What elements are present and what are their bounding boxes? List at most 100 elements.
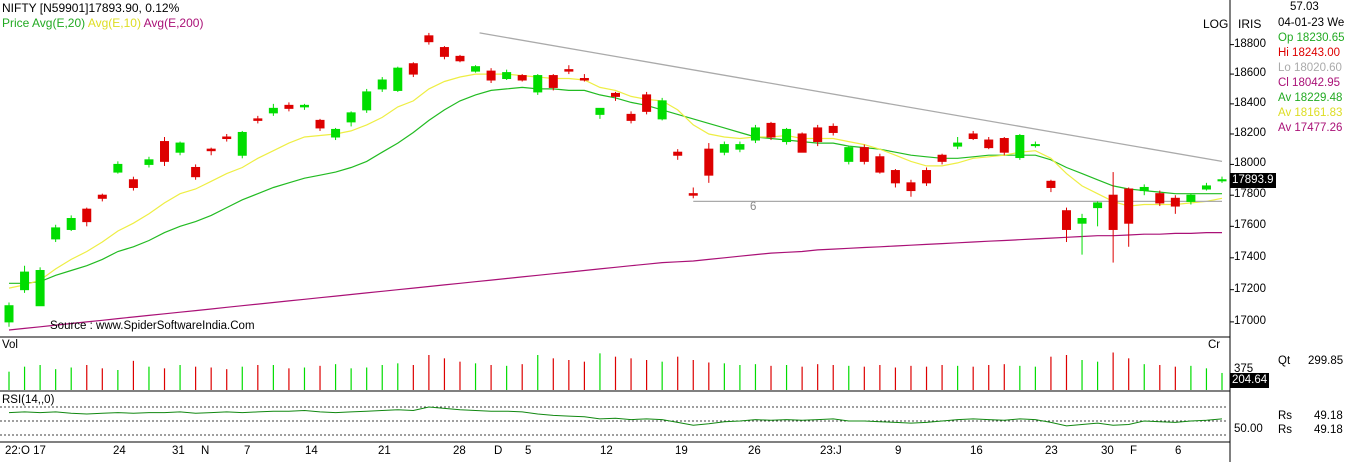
candle-body (1201, 185, 1211, 190)
x-tick-label: 21 (378, 445, 391, 457)
candle-body (206, 148, 216, 152)
candle-body (688, 193, 698, 196)
candle-body (890, 170, 900, 184)
candle-body (1170, 197, 1180, 207)
rsi-value: 57.03 (1290, 1, 1319, 13)
y-tick-label: 18200 (1234, 126, 1266, 139)
x-tick-label: 14 (305, 445, 318, 457)
x-tick-label: 30 (1101, 445, 1114, 457)
candle-body (735, 144, 745, 150)
x-tick-label: 6 (1175, 445, 1182, 457)
rs1-value: 49.18 (1314, 410, 1343, 422)
candle-body (4, 305, 14, 323)
candle-body (844, 147, 854, 162)
candle-body (922, 170, 932, 184)
candle-body (1030, 144, 1040, 147)
candle-body (471, 66, 481, 72)
y-tick-label: 18400 (1234, 96, 1266, 109)
candle-body (1015, 134, 1025, 159)
candle-body (595, 107, 605, 115)
iris-label[interactable]: IRIS (1238, 17, 1262, 31)
candle-body (191, 166, 201, 178)
candle-body (719, 144, 729, 153)
volume-label: Vol (2, 339, 18, 351)
high-value: Hi 18243.00 (1278, 47, 1341, 59)
close-value: Cl 18042.95 (1278, 77, 1341, 89)
candle-body (1139, 186, 1149, 192)
candle-body (1108, 194, 1118, 230)
x-tick-label: N (201, 445, 210, 457)
avg200-value: Av 17477.26 (1278, 122, 1343, 134)
symbol-label: NIFTY [N59901] (2, 1, 89, 15)
candle-body (439, 47, 449, 57)
candle-body (766, 122, 776, 138)
y-tick-label: 17800 (1234, 188, 1266, 201)
last-price-label: 17893.90, (88, 1, 142, 15)
x-tick-label: 26 (748, 445, 761, 457)
candle-body (813, 127, 823, 143)
candle-body (1217, 179, 1227, 182)
candle-body (97, 194, 107, 199)
legend-avg200: Avg(E,200) (143, 16, 204, 30)
candle-body (704, 148, 714, 176)
candle-body (237, 131, 247, 156)
candle-body (984, 139, 994, 149)
candle-body (859, 147, 869, 162)
open-value: Op 18230.65 (1278, 32, 1345, 44)
log-toggle[interactable]: LOG (1203, 17, 1229, 31)
candle-body (1061, 210, 1071, 230)
source-label: Source : www.SpiderSoftwareIndia.Com (50, 320, 255, 332)
candle-body (1124, 188, 1134, 224)
legend-price: Price (2, 16, 30, 30)
y-tick-label: 18800 (1234, 37, 1266, 50)
candle-body (797, 133, 807, 153)
candle-body (611, 92, 620, 97)
candle-body (968, 133, 978, 140)
low-value: Lo 18020.60 (1278, 62, 1342, 74)
candle-body (579, 78, 589, 81)
candle-body (253, 118, 263, 121)
last-price-box: 17893.9 (1230, 173, 1276, 188)
x-tick-label: 7 (244, 445, 251, 457)
candle-body (455, 55, 465, 62)
candle-body (626, 113, 636, 121)
candle-body (20, 271, 30, 291)
trendline (479, 32, 1223, 162)
rs1-label: Rs (1278, 410, 1293, 422)
y-tick-label: 17400 (1234, 250, 1266, 263)
candle-body (750, 127, 760, 141)
candle-body (1046, 180, 1056, 188)
candle-body (113, 163, 123, 173)
candle-body (424, 35, 434, 43)
y-tick-label: 18000 (1234, 157, 1266, 170)
candle-body (346, 112, 356, 123)
candle-body (548, 75, 558, 88)
candle-body (222, 136, 232, 140)
candle-body (144, 159, 154, 165)
date-label: 04-01-23 We (1278, 17, 1345, 29)
rs2-value: 49.18 (1314, 424, 1343, 436)
x-tick-label: 12 (600, 445, 613, 457)
candle-body (564, 69, 574, 72)
y-tick-label: 17600 (1234, 219, 1266, 232)
legend-avg20: Avg(E,20) (32, 16, 86, 30)
candle-body (393, 67, 403, 91)
candle-body (315, 119, 325, 129)
candle-body (51, 227, 61, 240)
avg20-value: Av 18229.48 (1278, 92, 1343, 104)
volume-tick: 375 (1234, 363, 1254, 375)
series-line-0 (9, 86, 1222, 284)
candle-body (175, 142, 185, 153)
legend: Price Avg(E,20) Avg(E,10) Avg(E,200) (2, 16, 203, 30)
candle-body (128, 179, 138, 188)
candle-body (937, 154, 947, 162)
candle-body (82, 208, 92, 223)
x-tick-label: 24 (113, 445, 126, 457)
candle-body (1186, 194, 1196, 202)
candle-body (642, 94, 652, 112)
rsi-label: RSI(14,,0) (2, 394, 55, 406)
low-marker-1: 6 (750, 201, 757, 213)
candle-body (35, 270, 45, 307)
candle-body (331, 128, 341, 138)
